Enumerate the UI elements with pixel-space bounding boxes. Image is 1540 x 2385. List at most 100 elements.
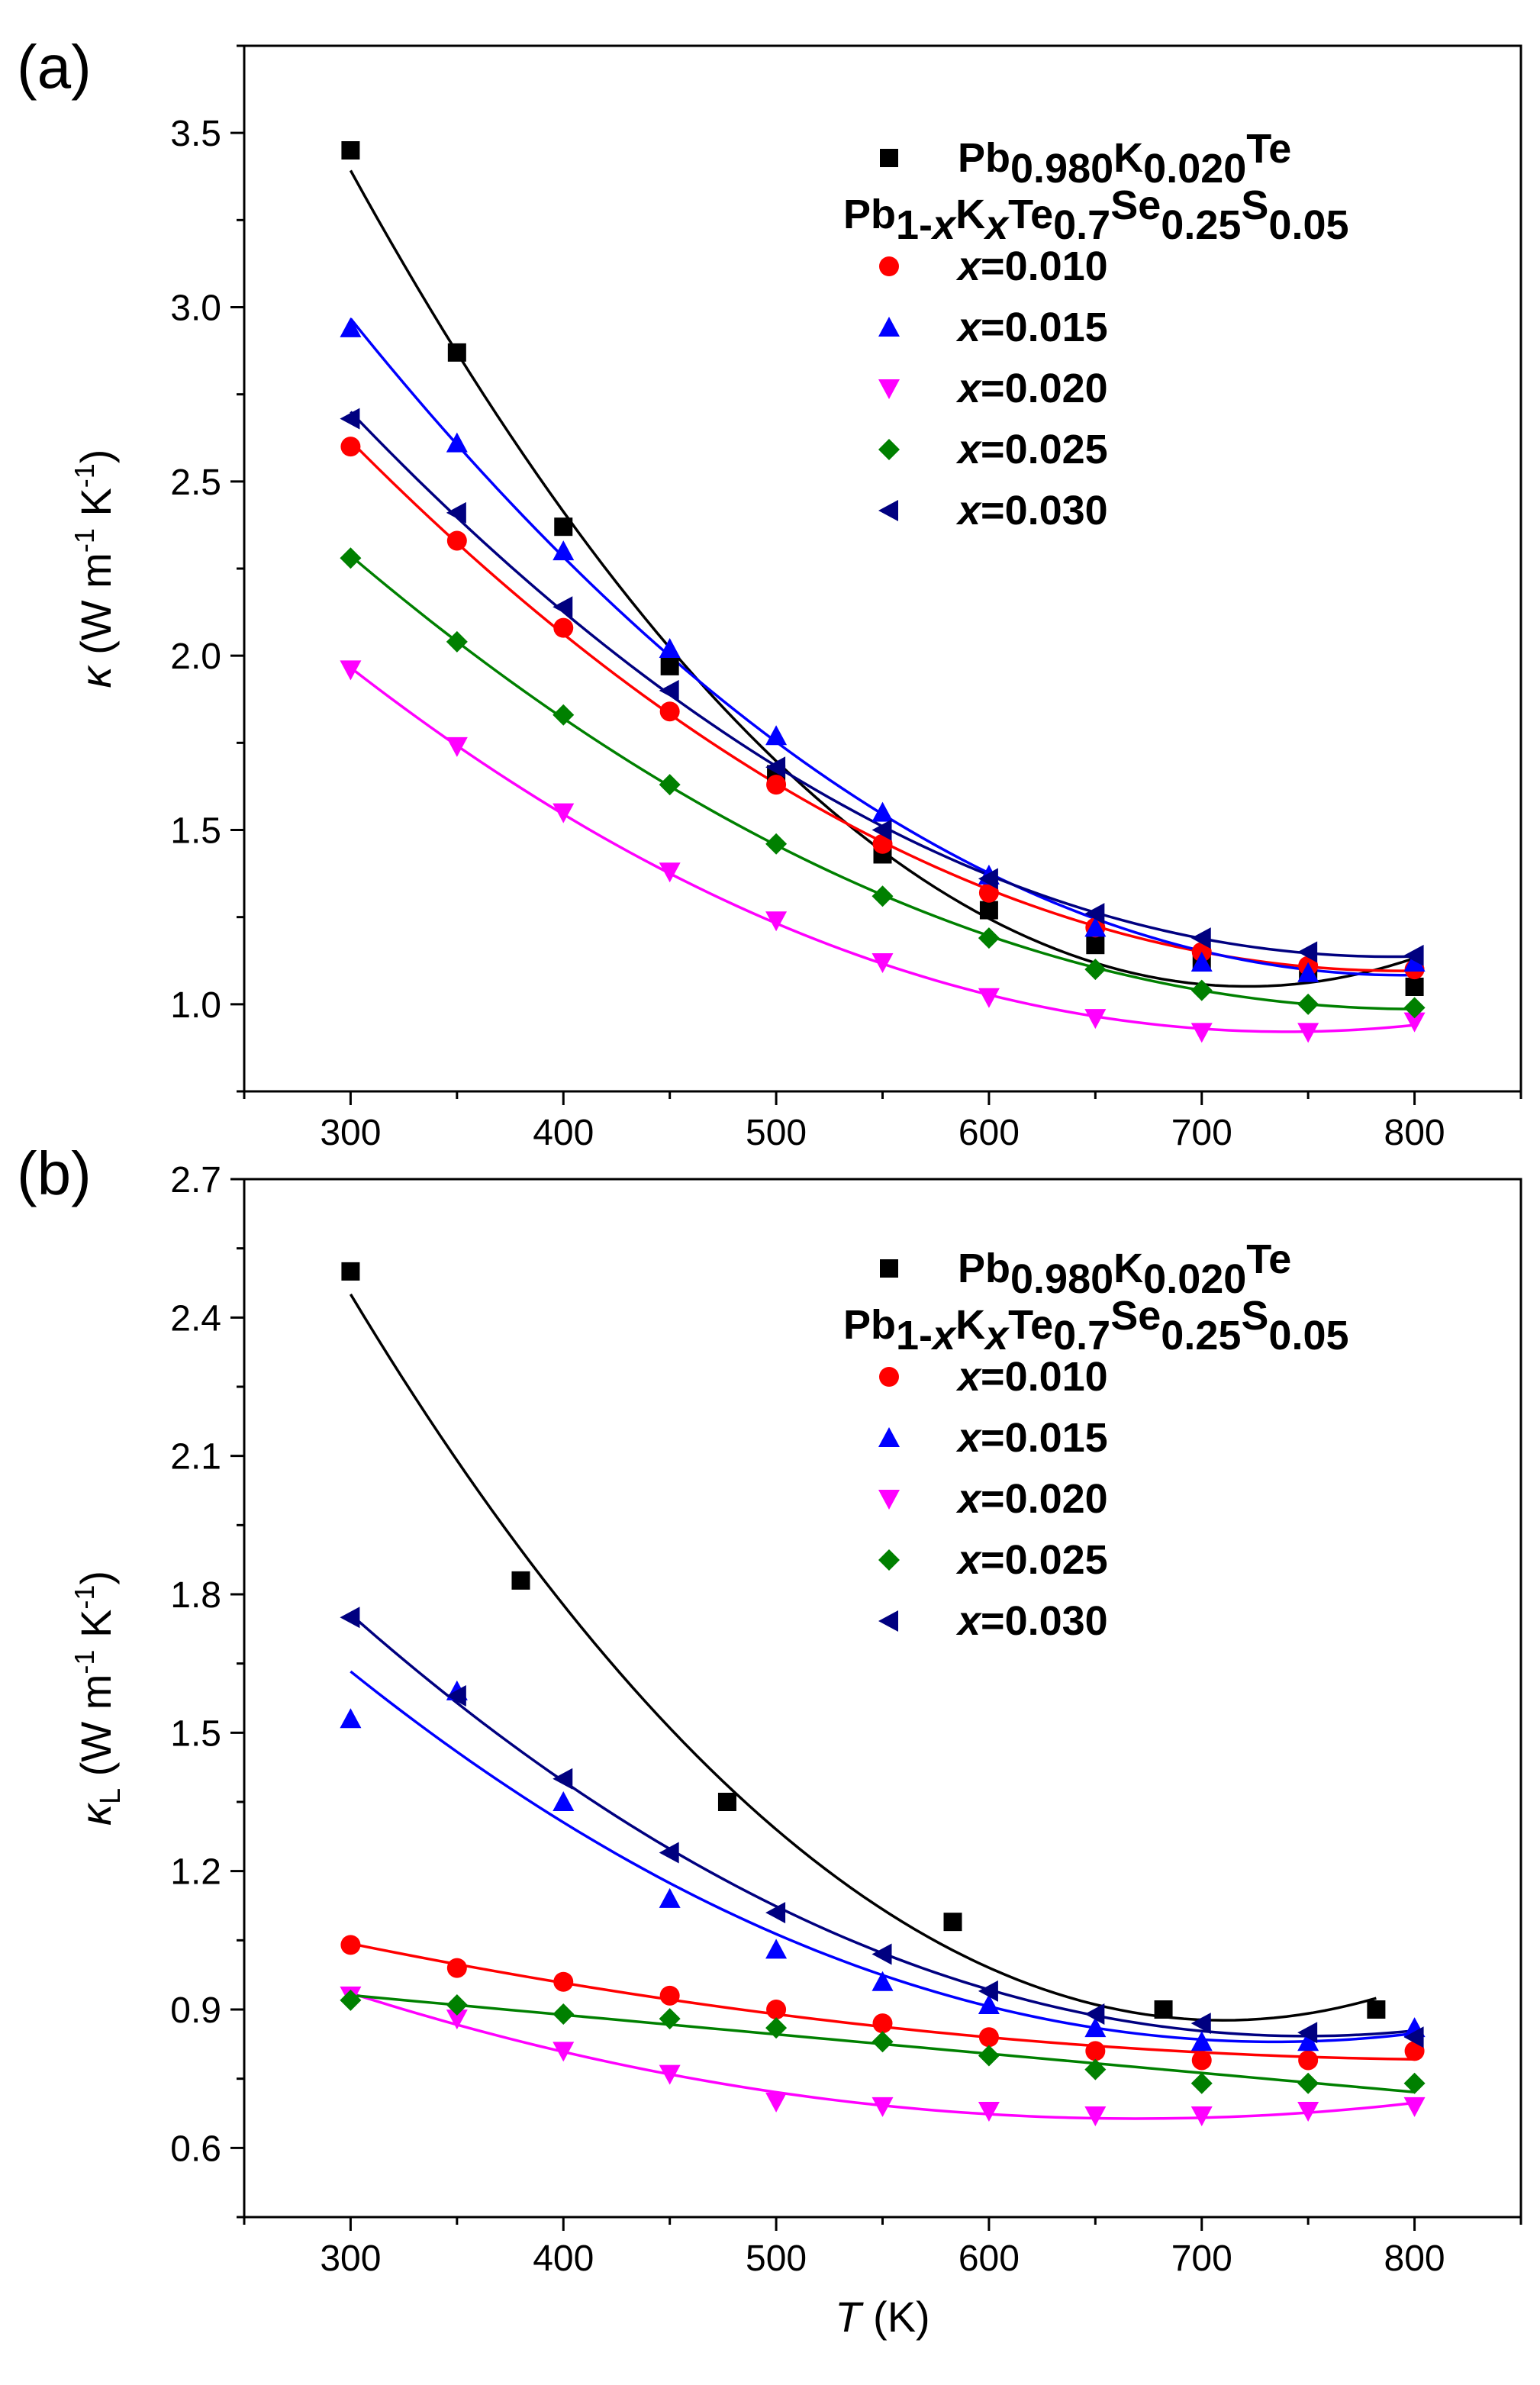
y-tick-label: 1.8 bbox=[170, 1575, 221, 1616]
y-tick-label: 2.1 bbox=[170, 1437, 221, 1478]
legend-marker bbox=[878, 317, 900, 337]
data-point bbox=[1190, 979, 1213, 1001]
data-point bbox=[1085, 2041, 1106, 2061]
y-axis-subscript: L bbox=[95, 1788, 127, 1804]
y-tick-label: 0.9 bbox=[170, 1990, 221, 2031]
data-point bbox=[1190, 927, 1211, 949]
data-point bbox=[1297, 962, 1319, 982]
data-point bbox=[340, 317, 362, 337]
y-tick-label: 0.6 bbox=[170, 2129, 221, 2169]
data-point bbox=[1403, 952, 1426, 972]
data-point bbox=[1190, 2031, 1213, 2051]
series-x=0.010 bbox=[340, 1935, 1425, 2071]
legend-marker bbox=[878, 1610, 898, 1632]
data-point bbox=[1084, 903, 1105, 925]
x-tick-label: 800 bbox=[1384, 1113, 1445, 1153]
legend-label: x=0.015 bbox=[955, 305, 1108, 350]
y-axis-label: κL (W m-1 K-1) bbox=[69, 1571, 127, 1826]
data-point bbox=[553, 540, 575, 561]
series-x=0.020 bbox=[340, 660, 1426, 1043]
data-point bbox=[659, 2064, 681, 2085]
legend-marker bbox=[878, 1427, 900, 1447]
data-point bbox=[340, 408, 360, 430]
legend-marker bbox=[879, 256, 899, 276]
data-point bbox=[765, 833, 788, 855]
legend-label: x=0.020 bbox=[955, 366, 1108, 411]
data-point bbox=[1084, 2017, 1107, 2038]
data-point bbox=[340, 1935, 361, 1955]
data-point bbox=[1084, 2003, 1105, 2026]
data-point bbox=[340, 1989, 362, 2011]
legend-marker bbox=[880, 1259, 898, 1278]
data-point bbox=[1084, 917, 1107, 937]
data-point bbox=[553, 596, 573, 618]
data-point bbox=[978, 868, 998, 890]
x-axis-label: T (K) bbox=[835, 2293, 929, 2341]
data-point bbox=[340, 437, 361, 457]
data-point bbox=[660, 656, 679, 675]
series-x=0.025 bbox=[340, 1989, 1426, 2094]
data-point bbox=[340, 547, 362, 569]
y-tick-label: 3.5 bbox=[170, 114, 221, 154]
data-point bbox=[553, 1971, 574, 1992]
legend-marker bbox=[878, 379, 900, 399]
x-tick-label: 500 bbox=[746, 2238, 807, 2279]
legend-label: x=0.020 bbox=[955, 1476, 1108, 1522]
y-axis-exponent: -1 bbox=[69, 1650, 100, 1674]
data-point bbox=[717, 1793, 736, 1811]
data-point bbox=[1297, 2031, 1319, 2051]
data-point bbox=[659, 1887, 681, 1908]
data-point bbox=[446, 2010, 468, 2030]
data-point bbox=[765, 1939, 788, 1959]
series-x=0.030 bbox=[340, 408, 1424, 966]
data-point bbox=[1404, 2041, 1425, 2061]
panel-a: 300 400 500 600 700 800 1.0 1.5 2.0 2.5 3.0 3.5 (a) κ… bbox=[17, 33, 1522, 1153]
data-point bbox=[446, 1993, 468, 2016]
legend-label: x=0.010 bbox=[955, 243, 1108, 289]
data-point bbox=[872, 2013, 893, 2034]
data-point bbox=[1405, 978, 1424, 996]
y-axis-units-k: K bbox=[72, 488, 120, 528]
data-point bbox=[1084, 959, 1107, 981]
data-point bbox=[765, 725, 788, 746]
data-point bbox=[553, 704, 575, 726]
data-point bbox=[871, 2031, 894, 2053]
data-point bbox=[553, 803, 575, 823]
y-axis-units: (W m bbox=[72, 1674, 120, 1777]
x-axis-units: (K) bbox=[862, 2293, 930, 2341]
legend-marker bbox=[878, 1549, 900, 1571]
legend-family-label: Pb1-xKxTe0.7Se0.25S0.05 bbox=[843, 182, 1349, 248]
panel-label: (a) bbox=[17, 33, 92, 101]
data-point bbox=[871, 801, 894, 822]
series-Pb0.980K0.020Te bbox=[341, 1262, 1386, 2019]
data-point bbox=[872, 833, 893, 854]
data-point bbox=[446, 630, 468, 653]
data-point bbox=[1403, 2026, 1424, 2048]
y-axis-close: ) bbox=[72, 1571, 120, 1585]
legend-label: x=0.030 bbox=[955, 1598, 1108, 1644]
data-point bbox=[765, 1902, 786, 1924]
data-point bbox=[871, 1971, 894, 1991]
x-tick-label: 500 bbox=[746, 1113, 807, 1153]
data-point bbox=[553, 1768, 573, 1790]
data-point bbox=[1297, 941, 1318, 963]
data-point bbox=[1403, 997, 1426, 1019]
data-point bbox=[659, 1985, 680, 2006]
data-point bbox=[659, 701, 680, 722]
data-point bbox=[659, 679, 679, 701]
y-axis-exponent: -1 bbox=[69, 528, 100, 553]
x-tick-label: 700 bbox=[1171, 2238, 1232, 2279]
data-point bbox=[553, 2003, 575, 2026]
legend-marker bbox=[878, 1490, 900, 1510]
legend-label: x=0.030 bbox=[955, 488, 1108, 533]
legend-label: Pb0.980K0.020Te bbox=[958, 1236, 1291, 1302]
y-axis-symbol: κ bbox=[72, 664, 120, 688]
y-axis-units-k: K bbox=[72, 1610, 120, 1650]
data-point bbox=[978, 1993, 1000, 2014]
x-tick-label: 300 bbox=[320, 2238, 381, 2279]
data-point bbox=[1367, 2000, 1386, 2019]
data-point bbox=[1297, 2072, 1319, 2094]
y-tick-label: 2.0 bbox=[170, 637, 221, 677]
y-axis-exponent: -1 bbox=[69, 1585, 100, 1610]
